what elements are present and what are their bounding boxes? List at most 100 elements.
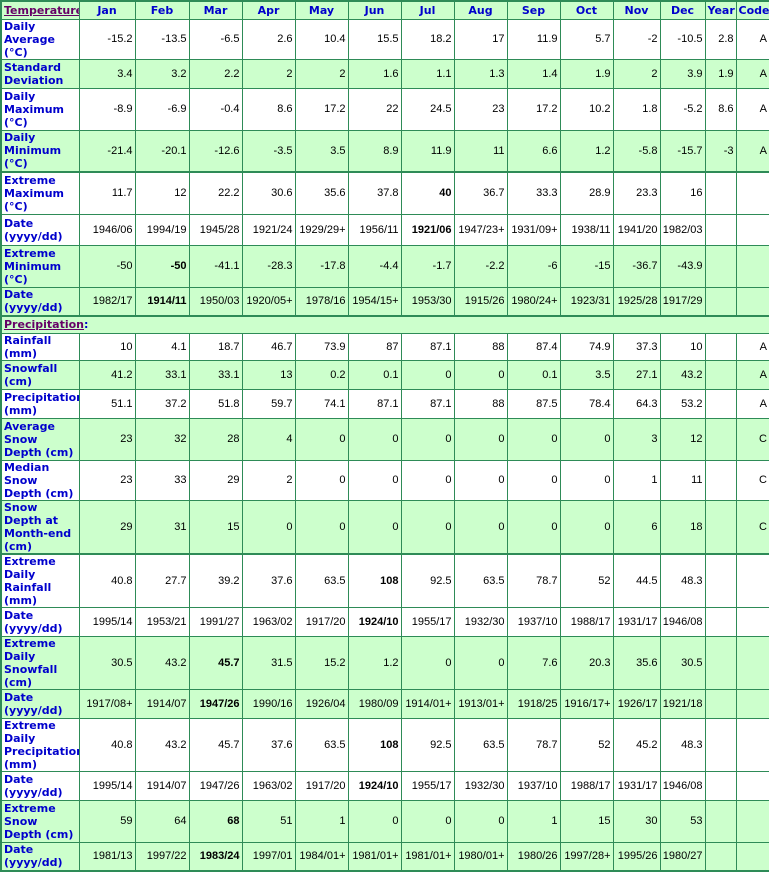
value-cell-oct: 74.9 [559,332,614,361]
value-cell-sep: 1 [506,799,561,843]
value-cell-feb: 1914/07 [134,770,190,801]
month-header-sep: Sep [506,0,561,20]
month-header-mar: Mar [188,0,243,20]
value-cell-nov: 1941/20 [612,213,661,246]
month-header-may: May [294,0,349,20]
row-label: Date (yyyy/dd) [0,213,80,246]
value-cell-oct: 10.2 [559,87,614,131]
value-cell-may: 0.2 [294,359,349,390]
temperature-link[interactable]: Temperature [4,3,79,17]
value-cell-jun: 1.6 [347,58,402,89]
value-cell-feb: 33.1 [134,359,190,390]
value-cell-feb: 4.1 [134,332,190,361]
value-cell-aug: 36.7 [453,171,508,215]
precipitation-link[interactable]: Precipitation [4,318,84,332]
value-cell-oct: 3.5 [559,359,614,390]
value-cell-sep: 1980/24+ [506,286,561,317]
value-cell-feb: -50 [134,244,190,288]
table-row: Extreme Daily Snowfall (cm) 30.5 43.2 45.7 3… [0,635,769,690]
value-cell-may: 63.5 [294,717,349,772]
row-label: Date (yyyy/dd) [0,841,80,872]
value-cell-apr: 2.6 [241,18,296,60]
value-cell-dec: 53 [659,799,706,843]
code-cell: A [735,388,769,419]
value-cell-may: 74.1 [294,388,349,419]
year-cell [704,286,737,317]
value-cell-aug: 0 [453,799,508,843]
value-cell-sep: 0 [506,417,561,461]
value-cell-nov: 1995/26 [612,841,661,872]
precipitation-section-cell: Precipitation: [0,315,769,334]
value-cell-feb: 32 [134,417,190,461]
value-cell-apr: 1920/05+ [241,286,296,317]
value-cell-nov: 1931/17 [612,770,661,801]
value-cell-mar: 45.7 [188,635,243,690]
value-cell-jan: 30.5 [78,635,136,690]
value-cell-may: 10.4 [294,18,349,60]
value-cell-jul: 0 [400,359,455,390]
value-cell-oct: 1988/17 [559,770,614,801]
value-cell-feb: 33 [134,459,190,501]
value-cell-oct: 0 [559,417,614,461]
value-cell-mar: 51.8 [188,388,243,419]
table-row: Extreme Snow Depth (cm) 59 64 68 51 1 0 0 0 1 15 30… [0,799,769,843]
value-cell-dec: 3.9 [659,58,706,89]
value-cell-jun: 37.8 [347,171,402,215]
code-cell [735,717,769,772]
value-cell-apr: 37.6 [241,717,296,772]
value-cell-sep: -6 [506,244,561,288]
code-cell [735,552,769,608]
value-cell-jul: 1921/06 [400,213,455,246]
value-cell-feb: 31 [134,499,190,554]
value-cell-feb: 12 [134,171,190,215]
value-cell-jul: 1953/30 [400,286,455,317]
value-cell-nov: 35.6 [612,635,661,690]
colon: : [83,318,89,332]
value-cell-feb: 1994/19 [134,213,190,246]
row-label: Standard Deviation [0,58,80,89]
value-cell-may: 63.5 [294,552,349,608]
row-label: Date (yyyy/dd) [0,606,80,637]
value-cell-dec: 1980/27 [659,841,706,872]
value-cell-sep: 78.7 [506,552,561,608]
year-cell [704,388,737,419]
value-cell-feb: 1997/22 [134,841,190,872]
value-cell-oct: 78.4 [559,388,614,419]
month-header-aug: Aug [453,0,508,20]
table-row: Date (yyyy/dd) 1917/08+ 1914/07 1947/26 1990… [0,688,769,719]
table-row: Daily Average (°C) -15.2 -13.5 -6.5 2.6 10.4 1… [0,18,769,60]
value-cell-jun: 1956/11 [347,213,402,246]
code-cell: A [735,58,769,89]
value-cell-mar: 1983/24 [188,841,243,872]
value-cell-aug: 63.5 [453,717,508,772]
year-cell [704,459,737,501]
value-cell-sep: 1.4 [506,58,561,89]
code-header: Code [735,0,769,20]
value-cell-aug: 0 [453,359,508,390]
value-cell-mar: 15 [188,499,243,554]
value-cell-nov: 64.3 [612,388,661,419]
value-cell-apr: 4 [241,417,296,461]
table-row: Rainfall (mm) 10 4.1 18.7 46.7 73.9 87 87.1 88 87… [0,332,769,361]
value-cell-sep: 0 [506,499,561,554]
value-cell-dec: 11 [659,459,706,501]
month-header-nov: Nov [612,0,661,20]
code-cell [735,213,769,246]
code-cell [735,635,769,690]
year-cell [704,841,737,872]
value-cell-dec: 1946/08 [659,606,706,637]
value-cell-may: 1984/01+ [294,841,349,872]
value-cell-dec: 48.3 [659,717,706,772]
value-cell-feb: -13.5 [134,18,190,60]
value-cell-jun: 1954/15+ [347,286,402,317]
value-cell-oct: 5.7 [559,18,614,60]
year-cell [704,688,737,719]
month-header-oct: Oct [559,0,614,20]
value-cell-oct: 28.9 [559,171,614,215]
value-cell-jul: 1955/17 [400,606,455,637]
value-cell-sep: 0.1 [506,359,561,390]
value-cell-apr: 46.7 [241,332,296,361]
value-cell-sep: 1980/26 [506,841,561,872]
value-cell-jun: 0 [347,417,402,461]
value-cell-aug: 11 [453,129,508,173]
